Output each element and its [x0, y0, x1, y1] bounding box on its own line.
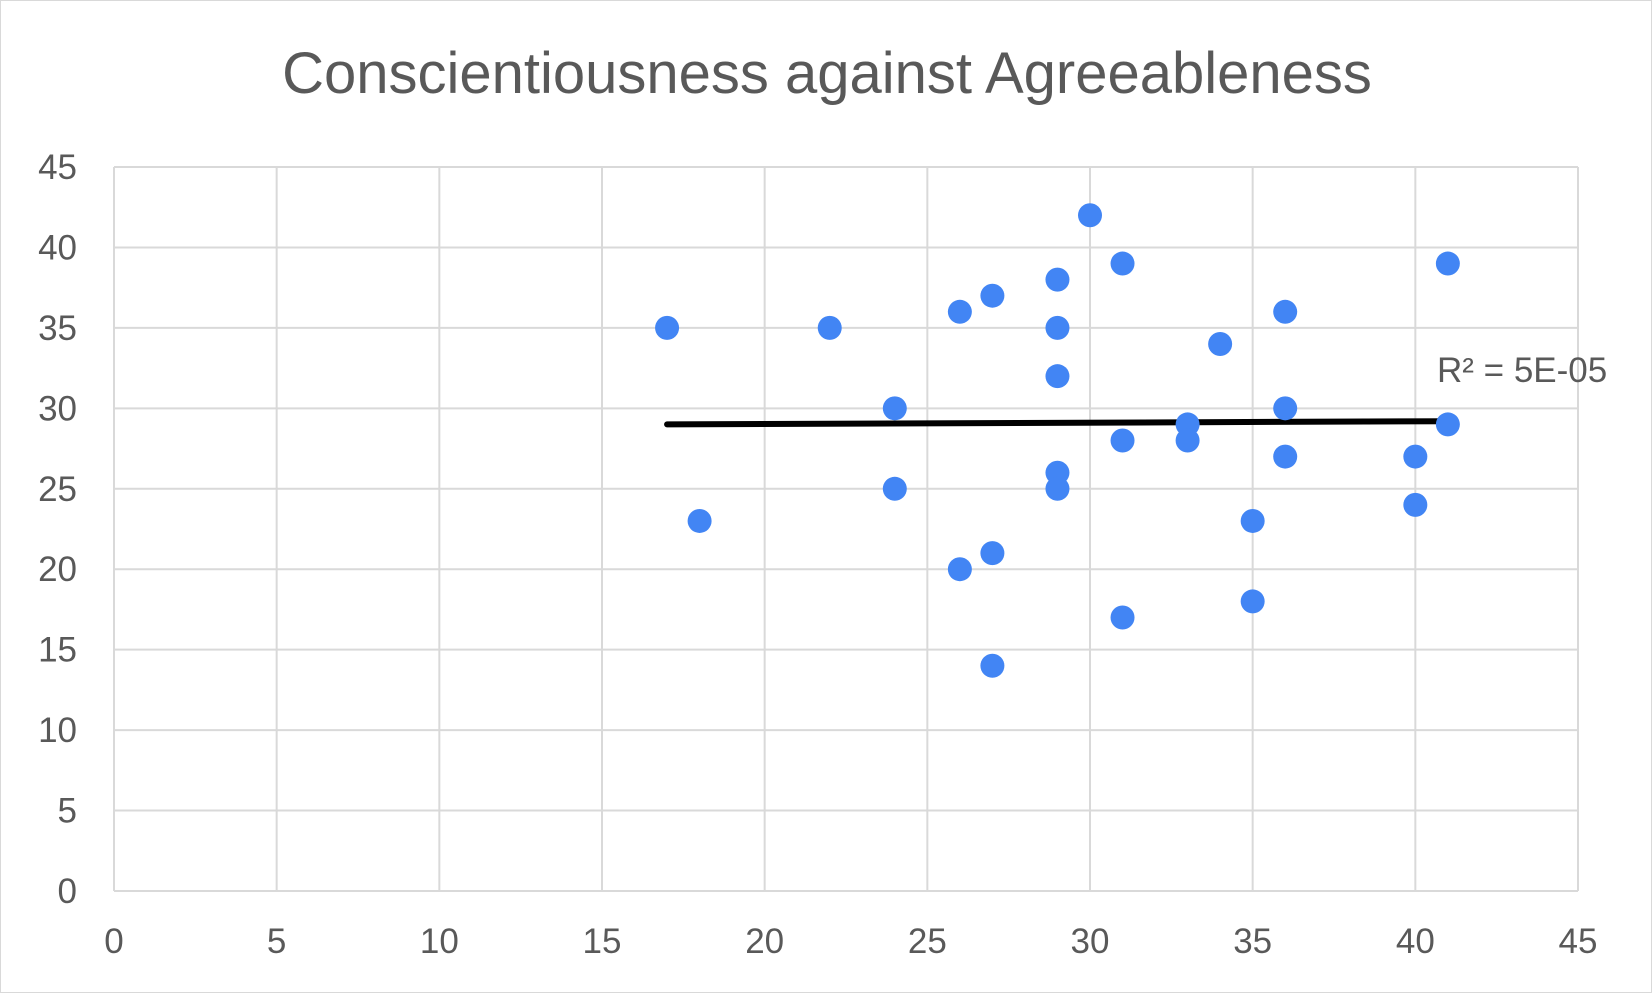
x-tick-label: 35 — [1233, 922, 1272, 961]
data-point — [980, 653, 1005, 678]
trendline — [664, 418, 1451, 428]
chart-title: Conscientiousness against Agreeableness — [282, 41, 1372, 106]
y-tick-label: 10 — [38, 711, 77, 750]
data-points — [655, 203, 1460, 678]
y-tick-label: 15 — [38, 631, 77, 670]
data-point — [1045, 267, 1070, 292]
x-tick-label: 25 — [908, 922, 947, 961]
trendline-group — [664, 418, 1451, 428]
y-tick-label: 40 — [38, 228, 77, 267]
data-point — [947, 557, 972, 582]
data-point — [1110, 251, 1135, 276]
data-point — [1403, 492, 1428, 517]
x-axis-tick-labels: 0 5 10 15 20 25 30 35 40 45 — [104, 922, 1597, 961]
data-point — [1045, 315, 1070, 340]
x-tick-label: 30 — [1071, 922, 1110, 961]
y-axis-tick-labels: 0 5 10 15 20 25 30 35 40 45 — [38, 148, 77, 911]
gridlines — [113, 166, 1579, 892]
data-point — [817, 315, 842, 340]
data-point — [1403, 444, 1428, 469]
x-tick-label: 40 — [1396, 922, 1435, 961]
y-tick-label: 25 — [38, 470, 77, 509]
data-point — [1240, 589, 1265, 614]
y-tick-label: 30 — [38, 389, 77, 428]
y-tick-label: 20 — [38, 550, 77, 589]
data-point — [1045, 364, 1070, 389]
data-point — [1175, 428, 1200, 453]
data-point — [980, 541, 1005, 566]
data-point — [1435, 251, 1460, 276]
data-point — [687, 508, 712, 533]
data-point — [1110, 605, 1135, 630]
x-tick-label: 15 — [583, 922, 622, 961]
y-tick-label: 5 — [58, 792, 77, 831]
data-point — [947, 299, 972, 324]
data-point — [1208, 331, 1233, 356]
data-point — [1240, 508, 1265, 533]
data-point — [1273, 299, 1298, 324]
x-tick-label: 5 — [267, 922, 286, 961]
x-tick-label: 20 — [745, 922, 784, 961]
y-tick-label: 35 — [38, 309, 77, 348]
x-tick-label: 10 — [420, 922, 459, 961]
data-point — [1078, 203, 1102, 228]
y-tick-label: 0 — [58, 872, 77, 911]
data-point — [882, 396, 907, 421]
x-tick-label: 0 — [104, 922, 123, 961]
data-point — [1273, 444, 1298, 469]
x-tick-label: 45 — [1559, 922, 1598, 961]
data-point — [1110, 428, 1135, 453]
r-squared-annotation: R² = 5E-05 — [1437, 351, 1607, 390]
data-point — [1273, 396, 1298, 421]
data-point — [882, 476, 907, 501]
data-point — [1435, 412, 1460, 437]
data-point — [980, 283, 1005, 308]
data-point — [655, 315, 680, 340]
data-point — [1045, 476, 1070, 501]
y-tick-label: 45 — [38, 148, 77, 187]
